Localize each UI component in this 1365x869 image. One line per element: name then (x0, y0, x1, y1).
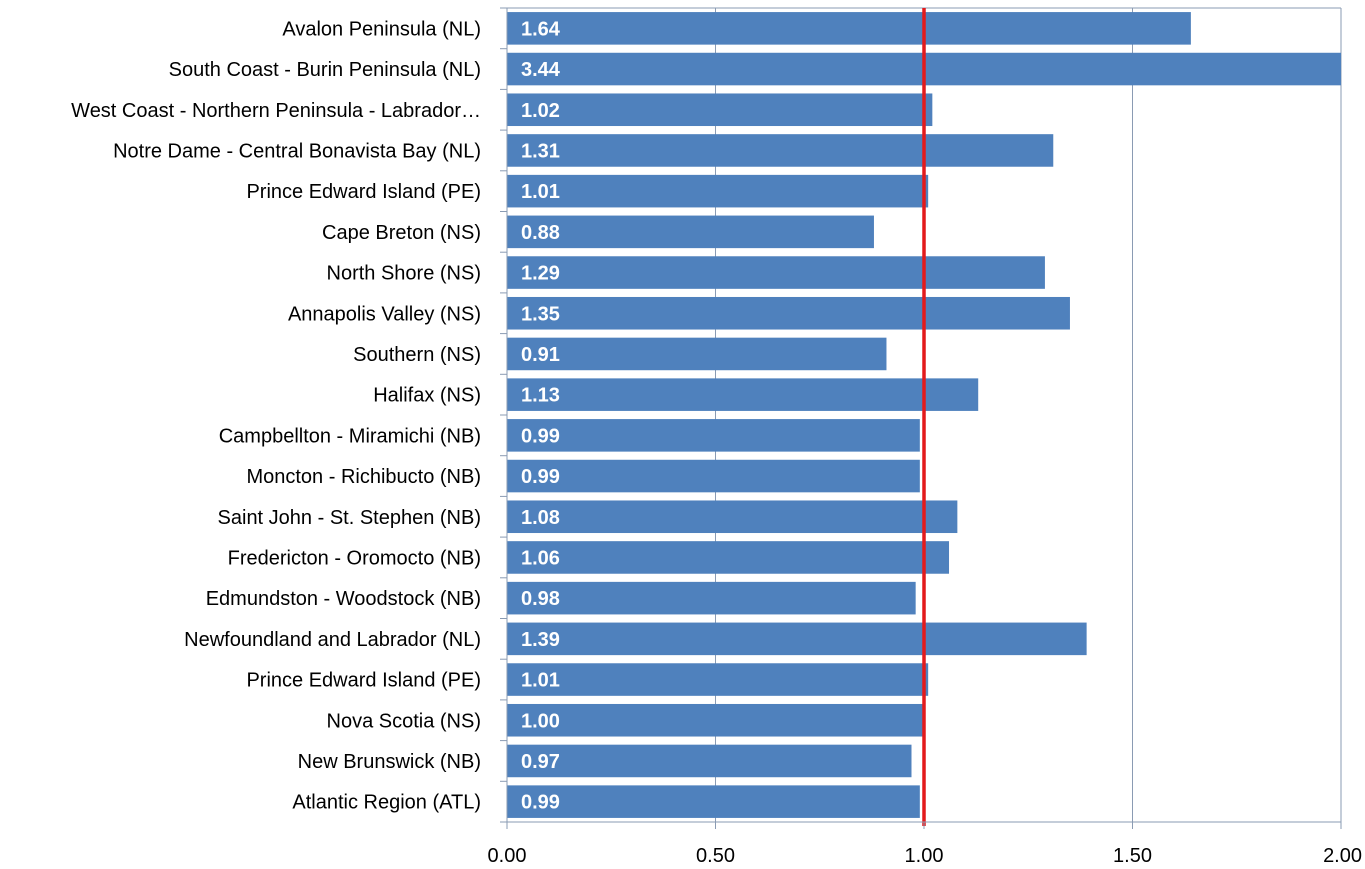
category-label: Newfoundland and Labrador (NL) (184, 629, 481, 651)
x-tick-labels: 0.00 0.50 1.00 1.50 2.00 (488, 845, 1362, 867)
data-label: 0.99 (521, 466, 560, 488)
bar (507, 581, 916, 615)
bar (507, 12, 1191, 45)
bar (507, 134, 1054, 167)
category-label: Halifax (NS) (373, 385, 481, 407)
data-label: 1.29 (521, 263, 560, 285)
axes (500, 7, 1342, 829)
data-label: 1.39 (521, 629, 560, 651)
data-label: 1.64 (521, 18, 561, 40)
x-tick-label: 0.50 (696, 845, 735, 867)
x-tick-label: 1.00 (905, 845, 944, 867)
category-label: North Shore (NS) (327, 263, 482, 285)
bar (507, 378, 979, 411)
category-label: Prince Edward Island (PE) (246, 181, 481, 203)
bar (507, 541, 950, 574)
data-label: 0.91 (521, 344, 560, 366)
category-label: Nova Scotia (NS) (327, 710, 482, 732)
category-label: Fredericton - Oromocto (NB) (228, 547, 481, 569)
data-label: 0.99 (521, 792, 560, 814)
data-label: 0.99 (521, 425, 560, 447)
bar (507, 459, 920, 493)
bar (507, 744, 912, 778)
category-label: Notre Dame - Central Bonavista Bay (NL) (113, 140, 481, 162)
category-label: New Brunswick (NB) (298, 751, 481, 773)
category-label: Avalon Peninsula (NL) (282, 18, 481, 40)
data-label: 0.88 (521, 222, 560, 244)
category-label: Cape Breton (NS) (322, 222, 481, 244)
category-label: Edmundston - Woodstock (NB) (206, 588, 481, 610)
category-label: West Coast - Northern Peninsula - Labrad… (71, 100, 481, 122)
data-label: 1.06 (521, 547, 560, 569)
bar (507, 337, 887, 371)
bar (507, 256, 1045, 289)
category-label: Atlantic Region (ATL) (292, 792, 481, 814)
bar (507, 622, 1087, 656)
bar (507, 174, 929, 208)
data-label: 3.44 (521, 59, 561, 81)
category-labels: Avalon Peninsula (NL) South Coast - Burin… (71, 18, 481, 813)
bar (507, 215, 874, 249)
category-label: Saint John - St. Stephen (NB) (218, 507, 481, 529)
data-label: 1.01 (521, 181, 560, 203)
data-label: 1.35 (521, 303, 560, 325)
category-label: Moncton - Richibucto (NB) (246, 466, 481, 488)
x-tick-label: 2.00 (1323, 845, 1362, 867)
data-label: 1.01 (521, 670, 560, 692)
category-label: Prince Edward Island (PE) (246, 670, 481, 692)
data-label: 1.00 (521, 710, 560, 732)
bar (507, 703, 924, 737)
bar (507, 785, 920, 818)
x-tick-label: 0.00 (488, 845, 527, 867)
data-label: 0.97 (521, 751, 560, 773)
data-label: 1.31 (521, 140, 560, 162)
bar (507, 93, 933, 127)
category-label: Annapolis Valley (NS) (288, 303, 481, 325)
data-label: 1.08 (521, 507, 560, 529)
category-label: Campbellton - Miramichi (NB) (219, 425, 481, 447)
bar (507, 500, 958, 534)
bar (507, 296, 1070, 330)
x-tick-label: 1.50 (1113, 845, 1152, 867)
bar (507, 419, 920, 452)
data-label: 1.02 (521, 100, 560, 122)
data-label: 1.13 (521, 385, 560, 407)
data-label: 0.98 (521, 588, 560, 610)
category-label: Southern (NS) (353, 344, 481, 366)
category-label: South Coast - Burin Peninsula (NL) (169, 59, 481, 81)
bar (507, 663, 929, 696)
